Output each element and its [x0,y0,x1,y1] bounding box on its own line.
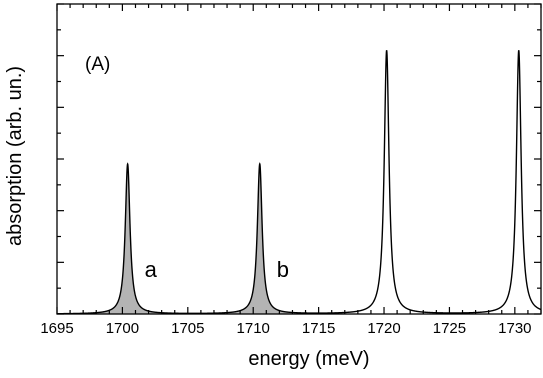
x-tick-label: 1695 [40,320,73,337]
x-tick-label: 1705 [171,320,204,337]
peak-label-b: b [277,257,289,282]
y-axis-title: absorption (arb. un.) [4,66,26,246]
axis-ticks [56,3,542,315]
shaded-peak-b [227,164,293,314]
x-tick-label: 1715 [302,320,335,337]
shaded-peak-areas [94,164,293,314]
absorption-spectrum-line [57,50,542,315]
x-tick-label: 1730 [498,320,531,337]
x-tick-label: 1720 [367,320,400,337]
x-tick-label: 1725 [433,320,466,337]
x-tick-label: 1710 [237,320,270,337]
x-axis-title: energy (meV) [248,348,369,370]
shaded-peak-a [94,164,161,314]
spectrum-curve-group [57,50,542,315]
panel-label: (A) [85,54,110,75]
x-tick-labels: 1695 1700 1705 1710 1715 1720 1725 1730 [40,320,531,337]
peak-label-a: a [145,257,158,282]
x-tick-label: 1700 [106,320,139,337]
